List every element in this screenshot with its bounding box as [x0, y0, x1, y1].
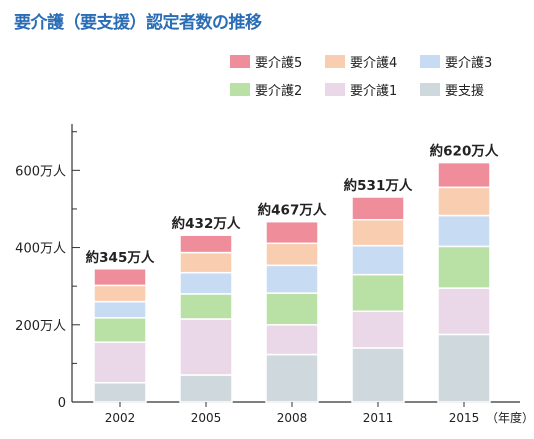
x-axis-unit-label: （年度）	[486, 410, 534, 425]
x-tick-label: 2005	[191, 411, 222, 425]
bar-segment	[179, 318, 233, 376]
y-tick-label: 600万人	[15, 164, 66, 179]
bar-segment	[265, 220, 319, 245]
bar-total-label: 約531万人	[344, 177, 413, 194]
bar-segment	[437, 333, 491, 403]
legend-item-kaigo5: 要介護5	[230, 52, 325, 71]
legend-swatch-kaigo2	[230, 83, 250, 96]
bar-segment	[437, 161, 491, 189]
bar-segment	[179, 271, 233, 295]
bar-segment	[351, 196, 405, 221]
legend-item-kaigo2: 要介護2	[230, 80, 325, 99]
bar-segment	[93, 300, 147, 319]
legend-label-kaigo2: 要介護2	[255, 84, 303, 99]
legend-label-kaigo4: 要介護4	[350, 56, 398, 71]
bar-segment	[93, 284, 147, 303]
chart-title: 要介護（要支援）認定者数の推移	[14, 13, 262, 33]
legend-label-kaigo3: 要介護3	[445, 56, 493, 71]
bar-segment	[179, 293, 233, 320]
legend-item-shien: 要支援	[420, 80, 515, 99]
legend: 要介護5 要介護4 要介護3 要介護2 要介護1 要支援	[230, 52, 515, 99]
bar-segment	[179, 234, 233, 254]
legend-item-kaigo3: 要介護3	[420, 52, 515, 71]
bar-segment	[437, 245, 491, 289]
bar-segment	[437, 287, 491, 336]
bar-total-label: 約432万人	[172, 215, 241, 232]
legend-item-kaigo4: 要介護4	[325, 52, 420, 71]
y-tick-label: 200万人	[15, 319, 66, 334]
bar-segment	[93, 317, 147, 343]
bar-segment	[93, 381, 147, 403]
x-tick-label: 2002	[105, 411, 136, 425]
legend-swatch-kaigo4	[325, 55, 345, 68]
legend-swatch-kaigo3	[420, 55, 440, 68]
bar-segment	[179, 251, 233, 274]
legend-swatch-shien	[420, 83, 440, 96]
x-tick-label: 2008	[277, 411, 308, 425]
bar-segment	[351, 244, 405, 276]
bar-segment	[351, 347, 405, 403]
bar-segment	[93, 341, 147, 384]
legend-swatch-kaigo5	[230, 55, 250, 68]
bar-segment	[265, 324, 319, 356]
bar-segment	[93, 268, 147, 287]
legend-swatch-kaigo1	[325, 83, 345, 96]
bar-segment	[179, 374, 233, 403]
bar-segment	[437, 214, 491, 248]
bar-segment	[265, 242, 319, 267]
x-tick-label: 2011	[363, 411, 394, 425]
legend-label-shien: 要支援	[445, 84, 485, 99]
legend-item-kaigo1: 要介護1	[325, 80, 420, 99]
bar-segment	[351, 310, 405, 349]
bar-total-label: 約467万人	[258, 202, 327, 219]
bar-total-label: 約345万人	[86, 249, 155, 266]
bar-segment	[351, 273, 405, 313]
legend-label-kaigo1: 要介護1	[350, 84, 398, 99]
bar-segment	[265, 353, 319, 403]
bar-segment	[351, 219, 405, 247]
y-tick-label: 400万人	[15, 242, 66, 257]
bar-segment	[265, 292, 319, 326]
bar-segment	[265, 264, 319, 294]
legend-label-kaigo5: 要介護5	[255, 56, 303, 71]
x-tick-label: 2015	[449, 411, 480, 425]
bar-segment	[437, 186, 491, 217]
y-tick-label: 0	[58, 396, 66, 411]
bar-total-label: 約620万人	[430, 143, 499, 160]
